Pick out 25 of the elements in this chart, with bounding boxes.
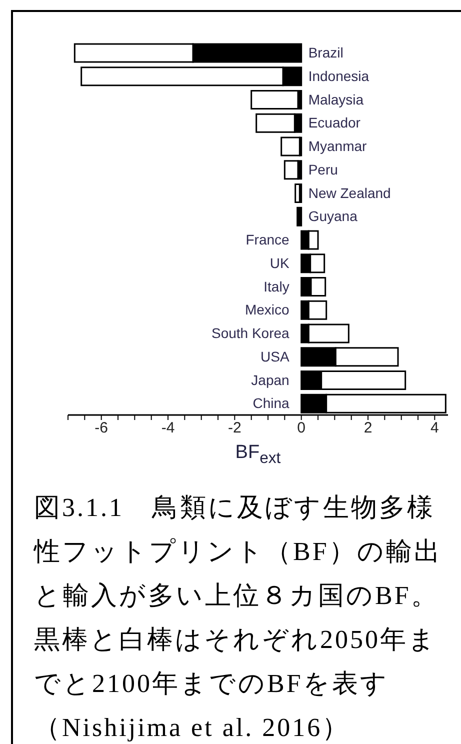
y-tick-label: New Zealand — [308, 184, 391, 201]
x-tick-label: 2 — [364, 420, 372, 437]
x-tick-label: -6 — [94, 420, 108, 437]
y-tick-label: Italy — [264, 278, 290, 294]
x-axis-title: BF$_{ext}$ — [234, 442, 282, 468]
y-tick-label: Myanmar — [308, 138, 368, 154]
y-tick-label: Mexico — [244, 302, 290, 318]
y-tick-label: Guyana — [308, 208, 358, 224]
x-tick-label: -2 — [228, 420, 242, 437]
text: （Nishijima et al. 2016） — [34, 712, 352, 744]
y-tick-label: UK — [270, 254, 290, 271]
x-tick-label: 0 — [297, 420, 306, 437]
y-tick-label: France — [246, 232, 290, 248]
y-tick-label: Brazil — [308, 44, 344, 61]
y-tick-label: Indonesia — [308, 68, 370, 84]
y-tick-label: China — [252, 395, 290, 412]
y-tick-label: Japan — [251, 372, 290, 388]
x-tick-label: 4 — [430, 420, 439, 437]
y-tick-label: South Korea — [211, 325, 290, 342]
x-tick-label: -4 — [161, 420, 175, 437]
y-tick-label: Peru — [308, 161, 338, 178]
y-tick-label: USA — [260, 348, 290, 364]
y-tick-label: Malaysia — [308, 91, 364, 108]
caption: 図3.1.1 鳥類に及ぼす生物多様性フットプリント（BF）の輸出と輸入が多い上位８カ国のBF。黒棒と白棒はそれぞれ2050年までと2100年までのBFを表す — [34, 492, 443, 700]
y-tick-label: Ecuador — [308, 114, 361, 131]
